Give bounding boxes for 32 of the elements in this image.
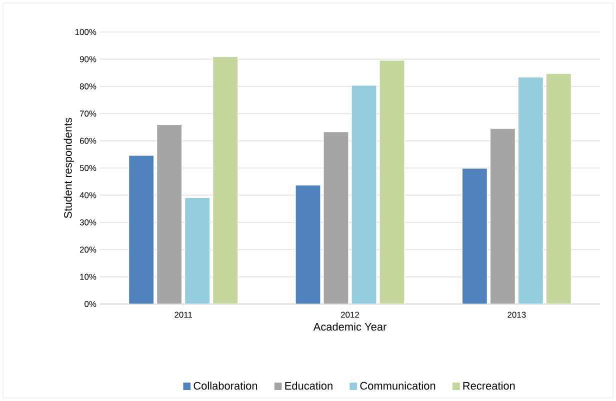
y-tick-label: 50% <box>80 165 96 171</box>
x-tick-label: 2011 <box>174 312 192 318</box>
legend-label: Education <box>285 382 332 390</box>
y-tick-label: 100% <box>75 29 96 35</box>
legend-label: Collaboration <box>194 382 258 390</box>
y-axis-title: Student respondents <box>64 118 74 218</box>
y-tick-label: 80% <box>80 83 96 90</box>
bar <box>323 132 349 304</box>
bar <box>128 155 154 304</box>
y-tick-label: 40% <box>80 192 96 198</box>
bar <box>518 76 544 304</box>
y-tick-label: 30% <box>80 219 96 226</box>
x-tick-label: 2012 <box>341 312 359 318</box>
bar <box>379 60 405 304</box>
y-tick-label: 20% <box>80 246 96 253</box>
legend-label: Communication <box>360 382 436 390</box>
bar <box>295 184 321 304</box>
bar <box>462 168 488 304</box>
y-tick-label: 0% <box>84 301 96 307</box>
bar <box>351 85 377 304</box>
x-tick-label: 2013 <box>508 312 526 318</box>
y-tick-label: 90% <box>80 56 96 62</box>
bar <box>184 197 210 304</box>
legend-label: Recreation <box>463 382 515 390</box>
x-axis-title: Academic Year <box>313 322 386 331</box>
y-tick-label: 70% <box>80 110 96 117</box>
bar <box>212 56 238 304</box>
bar <box>490 128 516 304</box>
bar <box>546 73 572 304</box>
y-tick-label: 10% <box>80 274 96 280</box>
bar <box>156 124 182 304</box>
y-tick-label: 60% <box>80 138 96 144</box>
